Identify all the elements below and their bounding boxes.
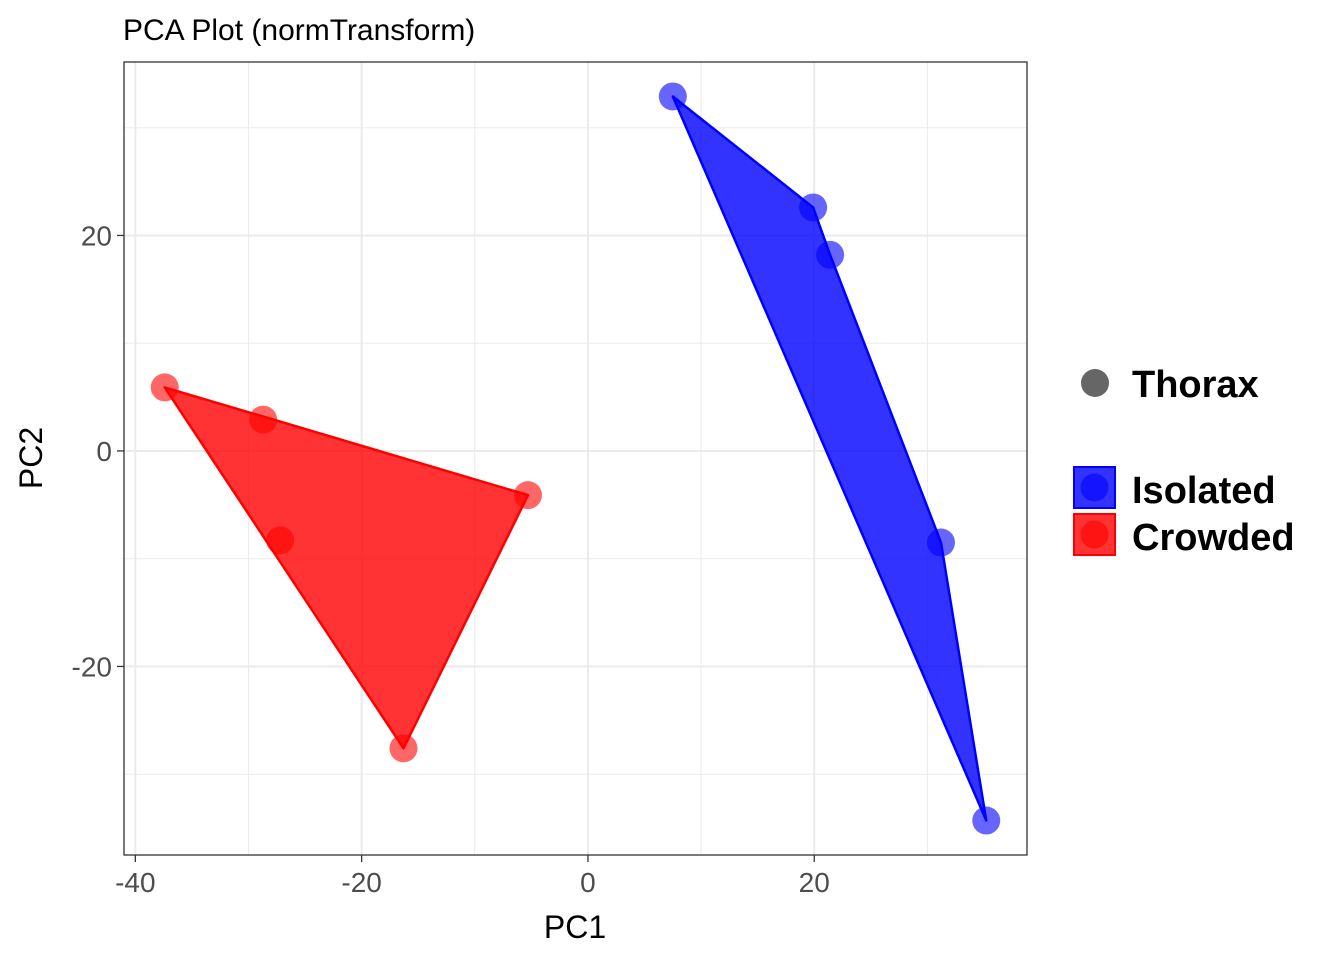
point-isolated — [816, 240, 845, 269]
point-crowded — [150, 373, 179, 402]
legend: Thorax Isolated Crowded — [1073, 364, 1295, 559]
chart-title: PCA Plot (normTransform) — [123, 14, 475, 47]
x-tick-label: -20 — [341, 867, 381, 898]
point-crowded — [513, 481, 542, 510]
point-isolated — [927, 528, 955, 557]
legend-shape-key — [1081, 369, 1109, 397]
points — [150, 82, 1001, 835]
point-crowded — [249, 405, 278, 434]
legend-key-crowded-point — [1080, 520, 1109, 549]
point-isolated — [972, 806, 1001, 835]
point-crowded — [266, 526, 295, 555]
ticks: -40 -20 0 20 -20 0 20 — [72, 220, 830, 898]
hull-isolated — [671, 95, 988, 822]
y-tick-label: 0 — [96, 436, 112, 467]
hull-crowded — [163, 386, 530, 750]
legend-label-isolated: Isolated — [1132, 470, 1276, 512]
legend-shape-label: Thorax — [1132, 364, 1259, 406]
y-axis-title: PC2 — [13, 427, 49, 489]
x-axis-title: PC1 — [544, 909, 606, 945]
point-isolated — [658, 82, 687, 111]
x-tick-label: 0 — [580, 867, 596, 898]
legend-key-isolated-point — [1080, 473, 1109, 502]
panel-border — [123, 61, 1028, 856]
y-tick-label: -20 — [72, 651, 112, 682]
point-crowded — [389, 734, 418, 763]
hulls — [163, 95, 988, 822]
legend-label-crowded: Crowded — [1132, 517, 1295, 559]
point-isolated — [799, 193, 828, 222]
y-tick-label: 20 — [81, 220, 112, 251]
x-tick-label: 20 — [799, 867, 830, 898]
x-tick-label: -40 — [115, 867, 155, 898]
